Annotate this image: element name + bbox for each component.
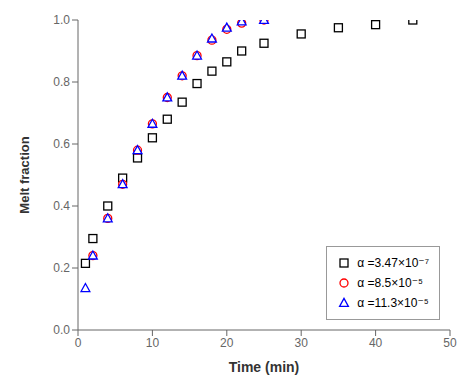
svg-text:Time (min): Time (min) — [229, 359, 300, 375]
svg-text:0.8: 0.8 — [53, 75, 70, 89]
svg-text:40: 40 — [369, 336, 383, 350]
svg-text:30: 30 — [295, 336, 309, 350]
svg-text:0.0: 0.0 — [53, 323, 70, 337]
svg-text:20: 20 — [220, 336, 234, 350]
html-text:α =3.47×10⁻⁷: α =3.47×10⁻⁷ — [357, 256, 429, 270]
html-text:α =8.5×10⁻⁵: α =8.5×10⁻⁵ — [357, 276, 423, 290]
svg-text:1.0: 1.0 — [53, 13, 70, 27]
svg-text:0.4: 0.4 — [53, 199, 70, 213]
svg-text:50: 50 — [443, 336, 457, 350]
svg-text:0: 0 — [75, 336, 82, 350]
svg-text:Melt fraction: Melt fraction — [17, 136, 32, 213]
svg-text:0.6: 0.6 — [53, 137, 70, 151]
html-text:α =11.3×10⁻⁵: α =11.3×10⁻⁵ — [357, 296, 429, 310]
svg-text:10: 10 — [146, 336, 160, 350]
svg-text:0.2: 0.2 — [53, 261, 70, 275]
